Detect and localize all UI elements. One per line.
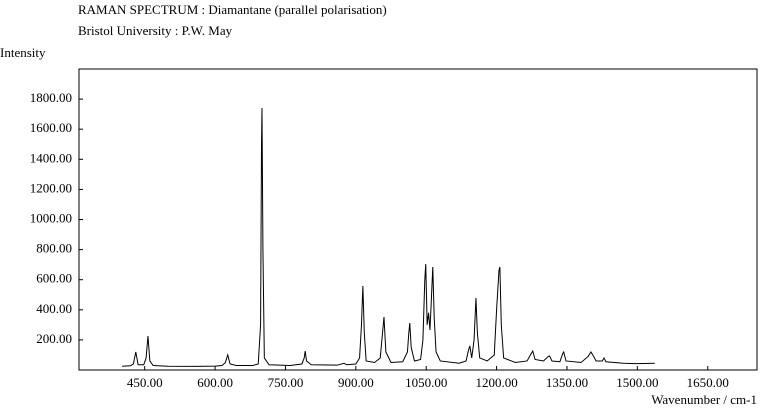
y-tick-label: 1000.00 — [30, 210, 72, 225]
x-tick-label: 1650.00 — [687, 375, 729, 390]
y-tick-label: 400.00 — [36, 301, 72, 316]
x-axis-label: Wavenumber / cm-1 — [651, 392, 757, 407]
y-tick-label: 600.00 — [36, 271, 72, 286]
y-tick-label: 1200.00 — [30, 180, 72, 195]
spectrum-line — [122, 107, 655, 367]
y-tick-label: 1600.00 — [30, 120, 72, 135]
chart-title: RAMAN SPECTRUM : Diamantane (parallel po… — [78, 2, 387, 17]
x-tick-label: 1500.00 — [616, 375, 658, 390]
x-tick-label: 900.00 — [338, 375, 374, 390]
y-tick-label: 1800.00 — [30, 90, 72, 105]
y-axis-label: Intensity — [0, 45, 46, 60]
x-tick-label: 1350.00 — [546, 375, 588, 390]
x-tick-label: 450.00 — [127, 375, 163, 390]
y-tick-label: 200.00 — [36, 331, 72, 346]
chart-subtitle: Bristol University : P.W. May — [78, 23, 233, 38]
x-tick-label: 1050.00 — [405, 375, 447, 390]
x-tick-label: 750.00 — [268, 375, 304, 390]
x-tick-label: 600.00 — [197, 375, 233, 390]
y-tick-label: 1400.00 — [30, 150, 72, 165]
y-tick-label: 800.00 — [36, 241, 72, 256]
x-tick-label: 1200.00 — [475, 375, 517, 390]
plot-frame — [78, 68, 758, 371]
